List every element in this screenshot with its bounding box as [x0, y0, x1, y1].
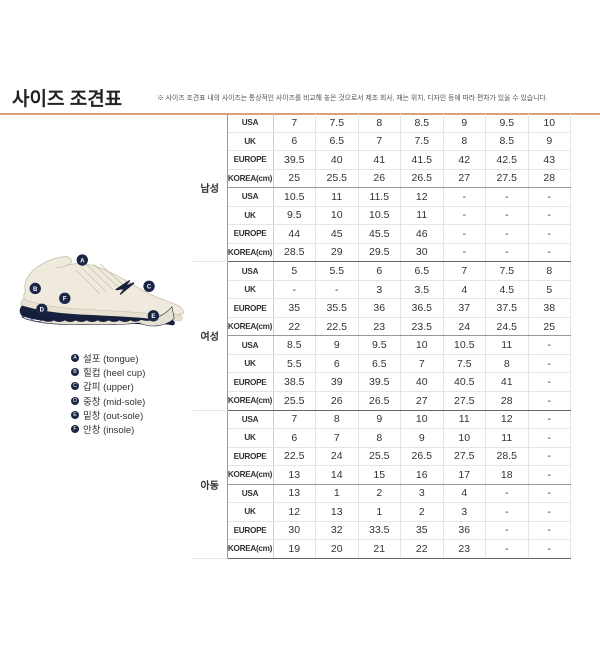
svg-text:E: E: [151, 314, 155, 320]
svg-text:B: B: [33, 287, 38, 293]
svg-text:D: D: [40, 308, 45, 314]
svg-text:C: C: [147, 285, 152, 291]
svg-text:F: F: [63, 297, 67, 303]
svg-text:A: A: [80, 258, 85, 264]
